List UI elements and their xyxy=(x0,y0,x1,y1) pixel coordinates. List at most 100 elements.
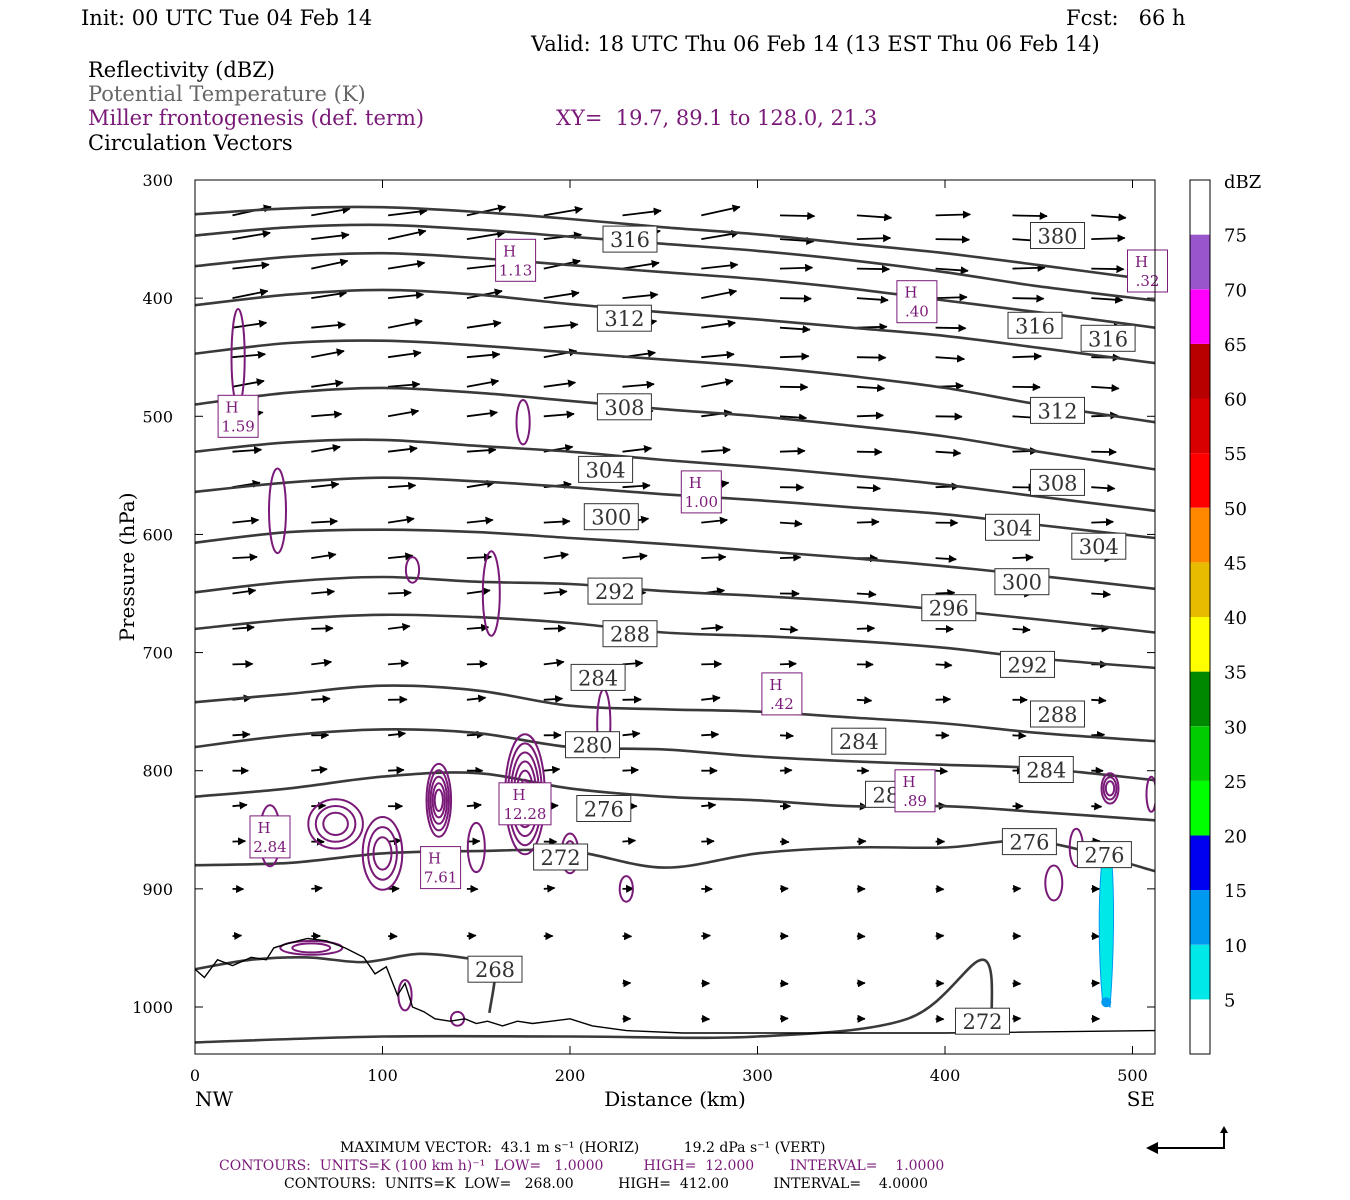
theta-label-box xyxy=(578,455,634,483)
circulation-vector xyxy=(232,230,271,240)
circulation-vector xyxy=(1091,730,1106,740)
plot-frame xyxy=(194,179,1156,1055)
circulation-vector xyxy=(935,324,967,333)
theta-label-box xyxy=(576,795,632,822)
theta-label-box xyxy=(602,225,658,253)
frontogenesis-contour xyxy=(433,788,444,812)
circulation-vector xyxy=(779,294,812,303)
circulation-vector xyxy=(311,884,323,893)
circulation-vector xyxy=(622,730,641,739)
circulation-vector xyxy=(779,553,802,562)
colorbar-segment xyxy=(1190,890,1210,945)
x-tick-label: 0 xyxy=(190,1066,200,1085)
circulation-vector xyxy=(387,623,411,632)
circulation-vector xyxy=(311,765,328,774)
circulation-vector xyxy=(935,448,962,457)
reference-vector-icon xyxy=(1146,1126,1228,1154)
colorbar-tick-label: 15 xyxy=(1224,881,1247,902)
circulation-vector xyxy=(1091,590,1112,599)
frontogenesis-max-marker: H xyxy=(512,786,525,804)
frontogenesis-contour xyxy=(431,782,446,819)
circulation-vector xyxy=(543,379,577,388)
circulation-vector xyxy=(779,236,815,245)
circulation-vector xyxy=(856,624,876,633)
circulation-vector xyxy=(1012,553,1034,562)
colorbar-segment xyxy=(1190,234,1210,290)
frontogenesis-contour xyxy=(481,550,501,637)
circulation-vector xyxy=(622,659,644,668)
theta-label-box xyxy=(565,731,620,759)
theta-label: 276 xyxy=(1084,844,1124,868)
circulation-vector xyxy=(388,291,425,300)
circulation-vector xyxy=(779,625,799,634)
frontogenesis-max-value: 1.00 xyxy=(685,493,718,511)
circulation-vector xyxy=(856,353,887,362)
theta-contour xyxy=(195,575,1155,634)
frontogenesis-max-box xyxy=(420,846,462,890)
colorbar-tick-label: 65 xyxy=(1224,335,1247,356)
circulation-vector xyxy=(701,350,735,359)
circulation-vector xyxy=(1012,731,1027,740)
circulation-vector xyxy=(856,265,891,274)
theta-label-box xyxy=(570,663,626,691)
theta-label-box xyxy=(596,393,652,421)
fronto-contour-info: CONTOURS: UNITS=K (100 km h)⁻¹ LOW= 1.00… xyxy=(219,1158,945,1174)
theta-label-box xyxy=(587,577,643,605)
circulation-vector xyxy=(232,319,268,329)
colorbar-segment xyxy=(1190,180,1210,235)
circulation-vector xyxy=(701,730,720,739)
circulation-vector xyxy=(543,658,565,667)
frontogenesis-contour xyxy=(466,821,486,874)
circulation-vector xyxy=(779,659,797,669)
frontogenesis-max-box xyxy=(1127,249,1168,293)
circulation-vector xyxy=(543,517,571,526)
frontogenesis-contour xyxy=(404,556,421,584)
colorbar-tick-label: 5 xyxy=(1224,990,1235,1011)
frontogenesis-contour xyxy=(279,940,344,956)
circulation-vector xyxy=(232,801,248,810)
theta-contour xyxy=(195,839,1155,873)
frontogenesis-max-box xyxy=(495,238,537,282)
circulation-vector xyxy=(701,516,729,525)
cross-section-endpoints: XY= 19.7, 89.1 to 128.0, 21.3 xyxy=(556,106,878,130)
frontogenesis-max-marker: H xyxy=(904,284,917,302)
circulation-vector xyxy=(1170,771,1182,772)
colorbar-segment xyxy=(1190,835,1210,891)
frontogenesis-contour xyxy=(268,467,287,555)
circulation-vector xyxy=(622,552,648,561)
colorbar-segment xyxy=(1190,671,1210,727)
frontogenesis-contour xyxy=(1044,864,1064,902)
frontogenesis-contour xyxy=(1100,772,1120,805)
circulation-vector xyxy=(935,660,953,669)
theta-label: 284 xyxy=(578,666,618,690)
circulation-vector xyxy=(232,587,257,596)
theta-label: 308 xyxy=(604,396,644,420)
terrain-line xyxy=(195,937,1155,1034)
colorbar-tick-label: 10 xyxy=(1224,936,1247,957)
theta-label: 276 xyxy=(1009,831,1049,855)
circulation-vector xyxy=(1012,352,1043,361)
theta-label-box xyxy=(994,568,1050,596)
x-tick-label: 100 xyxy=(367,1066,398,1085)
circulation-vector xyxy=(779,413,808,422)
theta-label: 272 xyxy=(541,846,581,870)
circulation-vector xyxy=(466,931,477,941)
frontogenesis-contour xyxy=(397,979,413,1012)
circulation-vector xyxy=(1170,558,1191,559)
circulation-vector xyxy=(856,590,877,599)
theta-label: 304 xyxy=(992,516,1032,540)
x-tick-label: 500 xyxy=(1117,1066,1148,1085)
frontogenesis-contour xyxy=(291,942,332,954)
circulation-vector xyxy=(701,694,721,703)
theta-contour xyxy=(195,205,1155,282)
frontogenesis-max-value: 12.28 xyxy=(504,805,547,823)
colorbar-tick-label: 45 xyxy=(1224,553,1247,574)
theta-contour xyxy=(195,958,994,1044)
circulation-vector xyxy=(1091,696,1107,705)
frontogenesis-max-value: 1.59 xyxy=(221,417,254,435)
theta-label: 276 xyxy=(584,798,624,822)
x-tick-label: 400 xyxy=(930,1066,961,1085)
theta-contour-info: CONTOURS: UNITS=K LOW= 268.00 HIGH= 412.… xyxy=(284,1176,928,1192)
colorbar-unit: dBZ xyxy=(1224,172,1261,193)
colorbar-frame xyxy=(1189,179,1211,1055)
